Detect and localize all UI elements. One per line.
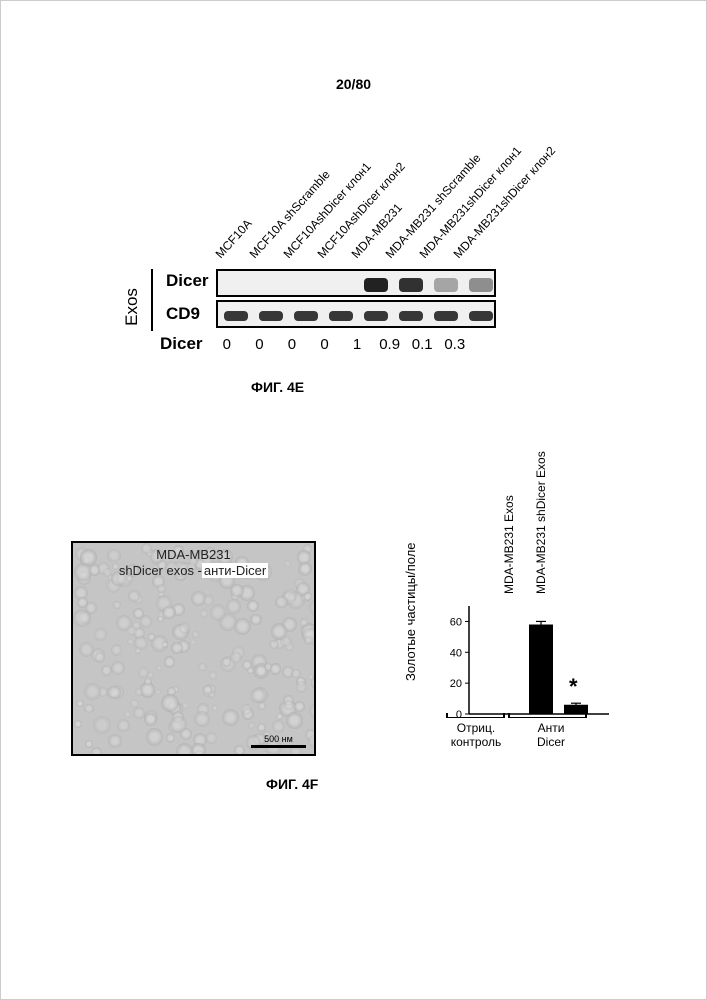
cd9-band xyxy=(224,311,248,321)
xgroup-1-line1: Анти xyxy=(538,721,565,735)
svg-text:0: 0 xyxy=(456,709,462,721)
bracket-tick xyxy=(503,713,505,718)
cd9-band xyxy=(329,311,353,321)
xgroup-bracket-1 xyxy=(508,717,586,718)
chart-svg: 0 20 40 60 xyxy=(441,596,621,726)
exos-label: Exos xyxy=(122,288,142,326)
micrograph-title: MDA-MB231 shDicer exos -анти-Dicer xyxy=(73,547,314,580)
series-label-1: MDA-MB231 shDicer Exos xyxy=(534,451,548,594)
dicer-band xyxy=(469,278,493,292)
micro-title-highlight: анти-Dicer xyxy=(202,563,268,578)
dicer-quant-values: 000010.90.10.3 xyxy=(211,336,471,353)
fig4e-caption: ФИГ. 4E xyxy=(251,379,304,395)
xgroup-bracket-0 xyxy=(446,717,504,718)
cd9-row-label: CD9 xyxy=(166,304,200,324)
lane-labels-container: MCF10AMCF10A shScrambleMCF10AshDicer кло… xyxy=(211,131,511,261)
dicer-value: 0.1 xyxy=(406,336,439,353)
cd9-band xyxy=(434,311,458,321)
cd9-blot-row xyxy=(216,300,496,328)
cd9-band xyxy=(399,311,423,321)
significance-star-icon: * xyxy=(569,674,578,700)
scale-bar: 500 нм xyxy=(251,734,306,748)
blot-area: Exos Dicer CD9 Dicer 000010.90.10.3 xyxy=(161,269,471,354)
micrograph-image: MDA-MB231 shDicer exos -анти-Dicer 500 н… xyxy=(71,541,316,756)
bar-chart: Золотые частицы/поле MDA-MB231 Exos MDA-… xyxy=(411,526,641,761)
svg-text:40: 40 xyxy=(450,647,462,659)
dicer-row-label: Dicer xyxy=(166,271,209,291)
cd9-band xyxy=(294,311,318,321)
dicer-value: 0.9 xyxy=(373,336,406,353)
dicer-value: 0 xyxy=(308,336,341,353)
dicer-bottom-label: Dicer xyxy=(160,334,203,354)
chart-ylabel: Золотые частицы/поле xyxy=(403,542,418,681)
cd9-band xyxy=(259,311,283,321)
scale-bar-line xyxy=(251,745,306,748)
dicer-value: 0 xyxy=(243,336,276,353)
cd9-band xyxy=(364,311,388,321)
dicer-value: 0 xyxy=(276,336,309,353)
fig4f-caption: ФИГ. 4F xyxy=(266,776,318,792)
exos-bracket xyxy=(151,269,153,331)
bracket-tick xyxy=(446,713,448,718)
dicer-band xyxy=(364,278,388,292)
svg-text:60: 60 xyxy=(450,616,462,628)
micro-title-line2: shDicer exos - xyxy=(119,563,202,578)
page-number: 20/80 xyxy=(336,76,371,92)
xgroup-1-line2: Dicer xyxy=(537,735,565,749)
dicer-value: 0 xyxy=(211,336,244,353)
cd9-band xyxy=(469,311,493,321)
bracket-tick xyxy=(585,713,587,718)
dicer-band xyxy=(434,278,458,292)
xgroup-0-line1: Отриц. xyxy=(457,721,495,735)
scale-bar-text: 500 нм xyxy=(264,734,293,744)
svg-text:20: 20 xyxy=(450,678,462,690)
bracket-tick xyxy=(508,713,510,718)
micro-title-line1: MDA-MB231 xyxy=(156,547,230,562)
dicer-blot-row xyxy=(216,269,496,297)
dicer-value: 0.3 xyxy=(438,336,471,353)
lane-label-0: MCF10A xyxy=(213,216,255,261)
series-label-0: MDA-MB231 Exos xyxy=(502,495,516,594)
xgroup-0-line2: контроль xyxy=(451,735,502,749)
dicer-value: 1 xyxy=(341,336,374,353)
dicer-band xyxy=(399,278,423,292)
